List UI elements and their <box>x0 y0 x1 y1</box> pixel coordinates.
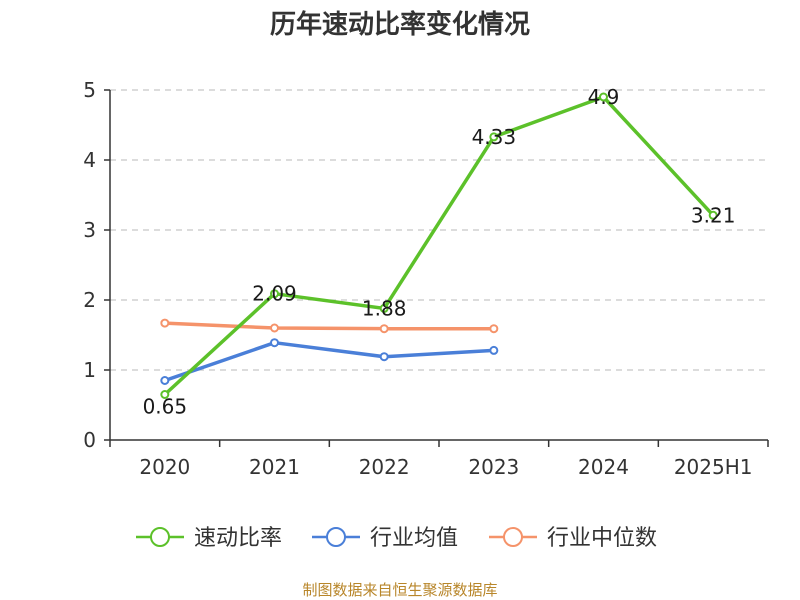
y-tick-label: 4 <box>83 148 96 172</box>
data-label: 1.88 <box>362 296 407 320</box>
series-line <box>164 340 494 383</box>
data-point <box>270 289 279 299</box>
series-layer <box>160 92 718 399</box>
data-label: 4.9 <box>588 85 620 109</box>
legend-item-2[interactable]: 行业中位数 <box>489 526 657 551</box>
data-point <box>270 338 279 348</box>
legend-swatch-marker <box>503 527 523 547</box>
data-point <box>599 92 608 102</box>
series-line <box>164 321 494 331</box>
legend-swatch-marker <box>150 527 170 547</box>
x-tick-label: 2022 <box>359 455 410 479</box>
data-labels: 0.65 2.09 1.88 4.33 4.9 3.21 <box>143 85 736 419</box>
data-point <box>379 303 389 313</box>
y-tick-label: 0 <box>83 428 96 452</box>
data-point <box>489 345 499 355</box>
data-point <box>379 352 389 362</box>
data-label: 4.33 <box>472 125 517 149</box>
x-tick-label: 2023 <box>468 455 519 479</box>
legend[interactable]: 速动比率 行业均值 行业中位数 <box>136 526 657 551</box>
data-point <box>270 323 279 333</box>
y-axis-ticks: 0 1 2 3 4 5 <box>83 78 110 452</box>
data-point <box>160 376 170 385</box>
axes <box>109 90 768 441</box>
legend-item-1[interactable]: 行业均值 <box>312 526 458 551</box>
data-label: 2.09 <box>252 282 297 306</box>
legend-item-0[interactable]: 速动比率 <box>136 526 282 551</box>
series-0 <box>160 92 718 399</box>
source-note: 制图数据来自恒生聚源数据库 <box>302 581 497 599</box>
data-label: 3.21 <box>691 203 736 227</box>
x-tick-label: 2020 <box>139 455 190 479</box>
series-1 <box>160 338 499 385</box>
data-point <box>160 318 170 328</box>
data-point <box>708 210 718 220</box>
data-point <box>489 324 499 334</box>
legend-swatch-marker <box>326 527 346 547</box>
chart-title: 历年速动比率变化情况 <box>270 9 530 40</box>
data-point <box>160 390 170 399</box>
x-tick-label: 2024 <box>578 455 629 479</box>
x-tick-label: 2021 <box>249 455 300 479</box>
series-2 <box>160 318 499 334</box>
y-tick-label: 3 <box>83 218 96 242</box>
legend-label: 速动比率 <box>194 526 282 551</box>
y-tick-label: 5 <box>83 78 96 102</box>
legend-label: 行业中位数 <box>547 526 657 551</box>
data-point <box>489 132 499 142</box>
series-line <box>163 95 715 396</box>
x-tick-label: 2025H1 <box>674 455 753 479</box>
y-tick-label: 1 <box>83 358 96 382</box>
x-axis-ticks: 2020 2021 2022 2023 2024 2025H1 <box>109 440 769 479</box>
y-tick-label: 2 <box>83 288 96 312</box>
data-label: 0.65 <box>143 395 188 419</box>
legend-label: 行业均值 <box>370 526 458 551</box>
data-point <box>379 324 389 334</box>
